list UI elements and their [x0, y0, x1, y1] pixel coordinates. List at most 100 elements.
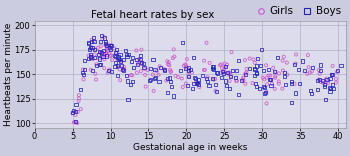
- Point: [301, 69, 307, 72]
- Point: [134, 71, 140, 74]
- Point: [98, 45, 104, 47]
- Point: [300, 60, 305, 62]
- Point: [238, 80, 244, 82]
- Point: [281, 71, 287, 74]
- Point: [88, 55, 94, 58]
- Point: [79, 71, 85, 74]
- Point: [168, 80, 174, 83]
- Point: [289, 82, 295, 85]
- Point: [88, 68, 93, 71]
- Point: [321, 82, 326, 84]
- Point: [334, 71, 340, 73]
- Point: [283, 83, 289, 86]
- Point: [93, 73, 98, 75]
- Point: [114, 49, 119, 51]
- Point: [307, 71, 313, 74]
- Point: [119, 64, 125, 67]
- Point: [202, 69, 208, 71]
- Point: [178, 69, 183, 72]
- Point: [306, 66, 312, 68]
- Point: [233, 70, 239, 72]
- Point: [330, 65, 335, 67]
- Point: [324, 81, 329, 84]
- Point: [88, 46, 93, 49]
- Point: [266, 74, 271, 77]
- Point: [93, 63, 99, 66]
- Point: [161, 68, 167, 71]
- Point: [329, 73, 334, 76]
- Point: [252, 68, 258, 71]
- Point: [121, 68, 127, 70]
- Point: [228, 75, 233, 78]
- Point: [258, 64, 264, 66]
- Point: [234, 80, 240, 82]
- Point: [272, 70, 278, 73]
- Point: [117, 58, 123, 61]
- Point: [142, 68, 147, 70]
- Point: [211, 78, 216, 81]
- Point: [81, 73, 87, 76]
- Point: [184, 67, 190, 69]
- Point: [253, 72, 259, 75]
- Point: [247, 68, 252, 70]
- Point: [242, 59, 248, 61]
- Point: [273, 71, 279, 73]
- Point: [115, 56, 121, 58]
- Point: [109, 59, 115, 61]
- Point: [102, 58, 107, 61]
- Point: [163, 79, 169, 82]
- Point: [100, 38, 105, 40]
- Point: [103, 52, 109, 55]
- Point: [186, 75, 191, 78]
- Point: [105, 71, 111, 74]
- Point: [226, 73, 231, 75]
- Point: [285, 73, 290, 76]
- Point: [242, 73, 248, 76]
- Point: [72, 111, 78, 113]
- Point: [89, 46, 95, 49]
- Point: [296, 68, 302, 71]
- Point: [233, 80, 239, 82]
- Point: [80, 68, 86, 71]
- Point: [108, 45, 114, 47]
- Point: [167, 68, 173, 71]
- Point: [171, 48, 176, 51]
- Point: [217, 64, 223, 67]
- Point: [138, 70, 144, 73]
- Point: [97, 51, 103, 54]
- Point: [338, 64, 344, 67]
- Point: [148, 67, 154, 69]
- Point: [81, 59, 87, 62]
- Point: [124, 56, 130, 58]
- Point: [101, 53, 106, 56]
- Point: [150, 73, 156, 76]
- Point: [206, 84, 212, 86]
- Point: [108, 44, 113, 47]
- Point: [213, 90, 218, 92]
- Point: [90, 57, 95, 60]
- Point: [73, 120, 78, 122]
- Point: [76, 94, 82, 96]
- Point: [121, 66, 127, 68]
- Point: [189, 71, 195, 74]
- Point: [243, 83, 248, 85]
- Point: [236, 59, 241, 62]
- Point: [293, 53, 299, 56]
- Point: [263, 64, 269, 67]
- Point: [95, 47, 101, 49]
- Point: [89, 69, 95, 72]
- Point: [133, 49, 139, 52]
- Point: [108, 44, 114, 46]
- Point: [121, 58, 126, 61]
- Point: [102, 54, 107, 56]
- Point: [75, 111, 80, 113]
- Point: [211, 66, 216, 68]
- Point: [92, 56, 97, 58]
- Point: [281, 75, 287, 78]
- Point: [70, 112, 75, 115]
- Point: [117, 68, 122, 71]
- Point: [264, 91, 269, 93]
- Point: [183, 68, 188, 70]
- Point: [76, 100, 82, 102]
- Point: [164, 78, 170, 80]
